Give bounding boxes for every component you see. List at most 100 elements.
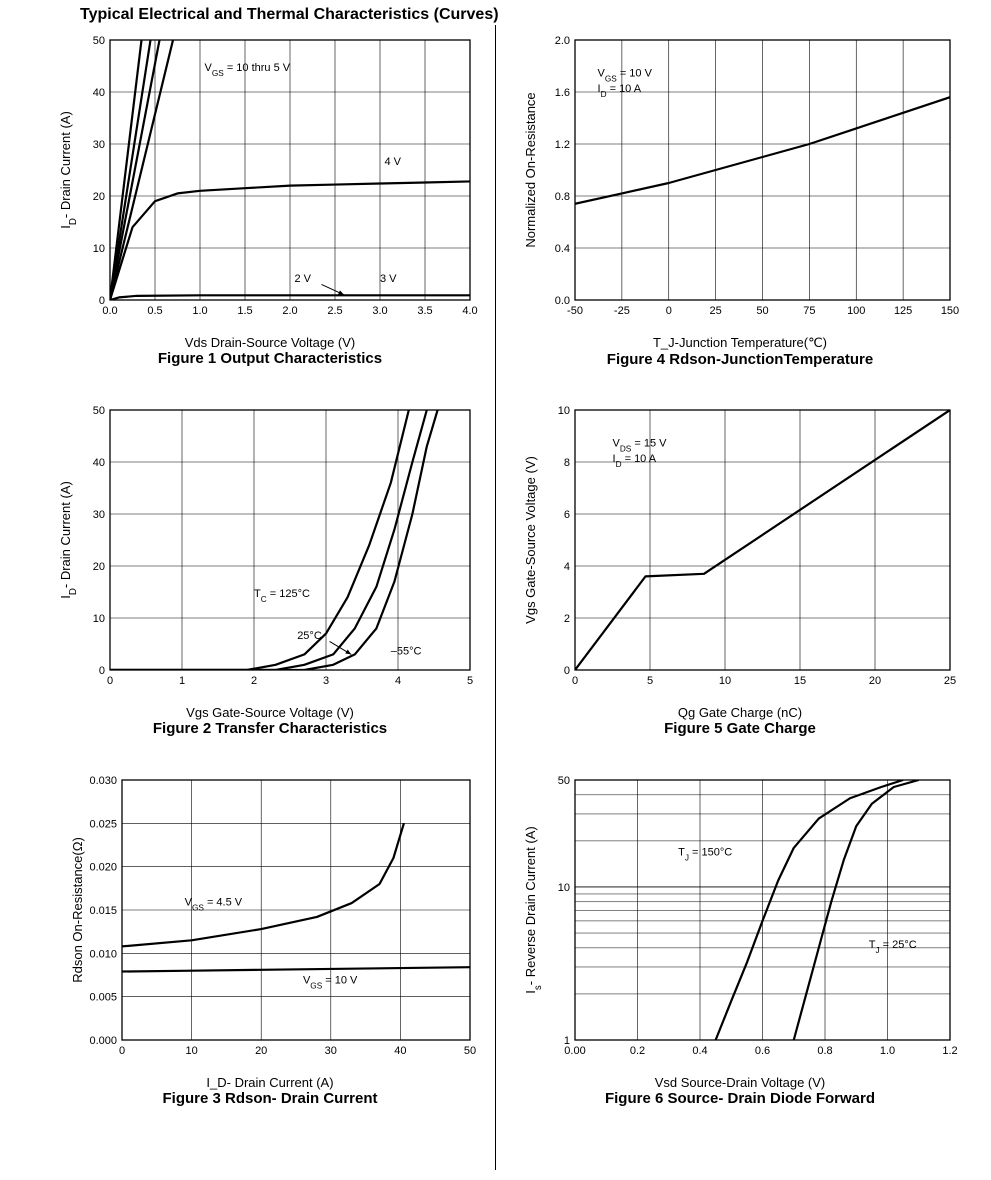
svg-text:3 V: 3 V <box>380 273 397 285</box>
svg-text:10: 10 <box>558 405 570 417</box>
figure-4-xlabel: T_J-Junction Temperature(℃) <box>520 335 960 351</box>
figure-2-svg: 01234501020304050ID- Drain Current (A)TC… <box>60 400 480 700</box>
figure-2-xlabel: Vgs Gate-Source Voltage (V) <box>60 705 480 720</box>
svg-text:1: 1 <box>564 1035 570 1047</box>
svg-text:25: 25 <box>944 675 956 687</box>
svg-text:0: 0 <box>564 665 570 677</box>
figure-2-caption: Figure 2 Transfer Characteristics <box>60 720 480 737</box>
svg-text:ID- Drain Current (A): ID- Drain Current (A) <box>60 481 79 599</box>
svg-text:4: 4 <box>395 675 401 687</box>
svg-text:10: 10 <box>185 1045 197 1057</box>
svg-text:-25: -25 <box>614 305 630 317</box>
svg-text:20: 20 <box>869 675 881 687</box>
svg-text:2 V: 2 V <box>295 273 312 285</box>
figure-3-caption: Figure 3 Rdson- Drain Current <box>60 1090 480 1107</box>
svg-text:3: 3 <box>323 675 329 687</box>
svg-text:1.0: 1.0 <box>880 1045 895 1057</box>
svg-text:75: 75 <box>803 305 815 317</box>
svg-text:TC = 125°C: TC = 125°C <box>254 588 310 604</box>
figure-6-caption: Figure 6 Source- Drain Diode Forward <box>520 1090 960 1107</box>
svg-text:VGS = 10 V: VGS = 10 V <box>598 67 653 83</box>
svg-text:0.020: 0.020 <box>89 862 117 874</box>
svg-text:Is- Reverse Drain Current (A): Is- Reverse Drain Current (A) <box>523 826 544 993</box>
svg-text:0: 0 <box>107 675 113 687</box>
svg-text:50: 50 <box>464 1045 476 1057</box>
svg-text:2.0: 2.0 <box>555 35 570 47</box>
svg-text:2.0: 2.0 <box>282 305 297 317</box>
figure-5-svg: 05101520250246810Vgs Gate-Source Voltage… <box>520 400 960 700</box>
figure-3: 0 10 20 30 40 50 0.000 0.005 0.010 0.015 0.020 0.02… <box>60 770 480 1107</box>
svg-text:1.5: 1.5 <box>237 305 252 317</box>
svg-text:10: 10 <box>93 243 105 255</box>
svg-text:30: 30 <box>325 1045 337 1057</box>
svg-text:0.005: 0.005 <box>89 992 117 1004</box>
svg-text:50: 50 <box>756 305 768 317</box>
svg-text:0.4: 0.4 <box>692 1045 707 1057</box>
svg-text:0.015: 0.015 <box>89 905 117 917</box>
svg-text:0: 0 <box>666 305 672 317</box>
svg-text:0: 0 <box>119 1045 125 1057</box>
svg-text:0.8: 0.8 <box>555 191 570 203</box>
figure-2: 01234501020304050ID- Drain Current (A)TC… <box>60 400 480 737</box>
svg-text:5: 5 <box>467 675 473 687</box>
svg-text:0.0: 0.0 <box>555 295 570 307</box>
figure-4-caption: Figure 4 Rdson-JunctionTemperature <box>520 351 960 368</box>
svg-text:0.030: 0.030 <box>89 775 117 787</box>
page-title: Typical Electrical and Thermal Character… <box>80 6 499 24</box>
svg-text:Vgs Gate-Source Voltage (V): Vgs Gate-Source Voltage (V) <box>523 456 538 624</box>
svg-text:1.0: 1.0 <box>192 305 207 317</box>
svg-text:40: 40 <box>93 87 105 99</box>
svg-text:5: 5 <box>647 675 653 687</box>
svg-text:1.2: 1.2 <box>942 1045 957 1057</box>
svg-text:0.4: 0.4 <box>555 243 570 255</box>
figure-6-svg: 0.000.20.40.60.81.01.211050Is- Reverse D… <box>520 770 960 1070</box>
figure-4: -50-2502550751001251500.00.40.81.21.62.0… <box>520 30 960 368</box>
svg-text:VGS = 10 thru 5 V: VGS = 10 thru 5 V <box>205 62 291 77</box>
svg-text:3.0: 3.0 <box>372 305 387 317</box>
figure-5-caption: Figure 5 Gate Charge <box>520 720 960 737</box>
svg-text:25°C: 25°C <box>297 630 322 642</box>
svg-text:150: 150 <box>941 305 959 317</box>
svg-text:Normalized On-Resistance: Normalized On-Resistance <box>523 92 538 247</box>
svg-text:40: 40 <box>394 1045 406 1057</box>
svg-text:0: 0 <box>572 675 578 687</box>
svg-text:50: 50 <box>93 405 105 417</box>
svg-text:TJ = 150°C: TJ = 150°C <box>678 847 732 863</box>
figure-5-xlabel: Qg Gate Charge (nC) <box>520 705 960 720</box>
svg-text:0.000: 0.000 <box>89 1035 117 1047</box>
svg-text:3.5: 3.5 <box>417 305 432 317</box>
svg-text:10: 10 <box>558 882 570 894</box>
svg-text:25: 25 <box>710 305 722 317</box>
svg-text:20: 20 <box>255 1045 267 1057</box>
svg-text:100: 100 <box>847 305 865 317</box>
svg-text:6: 6 <box>564 509 570 521</box>
svg-text:VDS = 15 V: VDS = 15 V <box>613 437 668 453</box>
svg-text:0.010: 0.010 <box>89 948 117 960</box>
svg-text:4.0: 4.0 <box>462 305 477 317</box>
svg-text:4: 4 <box>564 561 570 573</box>
svg-text:2.5: 2.5 <box>327 305 342 317</box>
svg-text:1.6: 1.6 <box>555 87 570 99</box>
figure-5: 05101520250246810Vgs Gate-Source Voltage… <box>520 400 960 737</box>
svg-text:10: 10 <box>719 675 731 687</box>
figure-6: 0.000.20.40.60.81.01.211050Is- Reverse D… <box>520 770 960 1107</box>
svg-text:50: 50 <box>558 775 570 787</box>
svg-text:0: 0 <box>99 295 105 307</box>
svg-text:ID = 10 A: ID = 10 A <box>598 83 642 99</box>
figure-4-svg: -50-2502550751001251500.00.40.81.21.62.0… <box>520 30 960 330</box>
svg-text:0: 0 <box>99 665 105 677</box>
svg-text:0.025: 0.025 <box>89 818 117 830</box>
svg-text:125: 125 <box>894 305 912 317</box>
figure-1-caption: Figure 1 Output Characteristics <box>60 350 480 367</box>
svg-text:30: 30 <box>93 139 105 151</box>
svg-text:2: 2 <box>251 675 257 687</box>
svg-text:20: 20 <box>93 191 105 203</box>
figure-3-svg: 0 10 20 30 40 50 0.000 0.005 0.010 0.015 0.020 0.02… <box>60 770 480 1070</box>
svg-text:TJ = 25°C: TJ = 25°C <box>869 939 917 955</box>
svg-text:4 V: 4 V <box>385 156 402 168</box>
svg-text:2: 2 <box>564 613 570 625</box>
figure-6-xlabel: Vsd Source-Drain Voltage (V) <box>520 1075 960 1090</box>
svg-text:ID- Drain Current (A): ID- Drain Current (A) <box>60 111 79 229</box>
svg-text:0.8: 0.8 <box>817 1045 832 1057</box>
svg-text:20: 20 <box>93 561 105 573</box>
